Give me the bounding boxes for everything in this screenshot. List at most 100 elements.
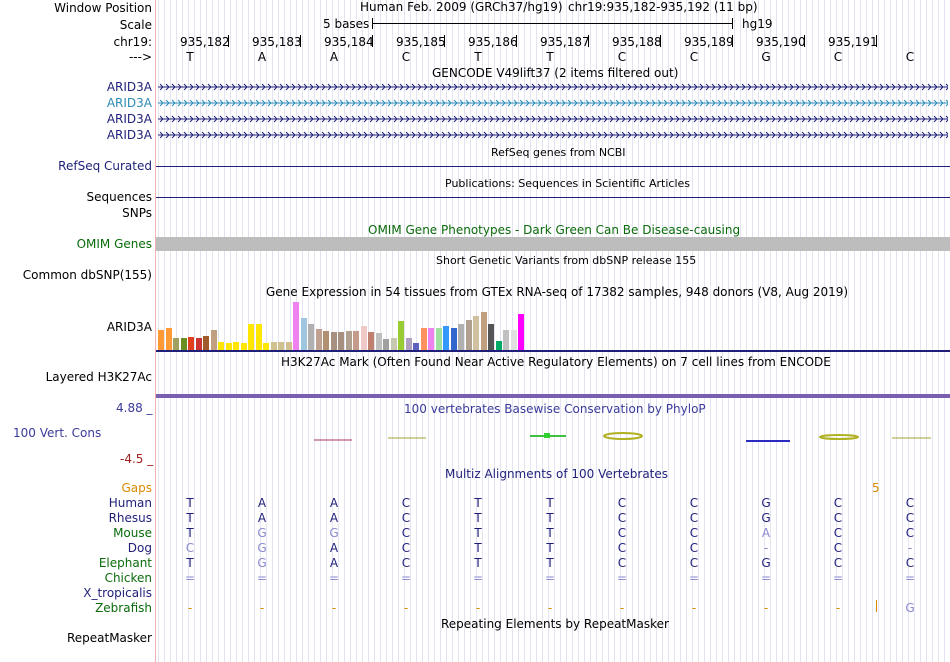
alignment-base: =: [184, 571, 196, 585]
gtex-tissue-bar[interactable]: [285, 342, 292, 350]
coordinate-tick: [804, 35, 805, 47]
gtex-tissue-bar[interactable]: [443, 326, 449, 350]
gtex-tissue-bar[interactable]: [390, 338, 397, 350]
gtex-tissue-bar[interactable]: [420, 328, 427, 350]
alignment-base: A: [329, 496, 339, 510]
gtex-tissue-bar[interactable]: [315, 329, 322, 350]
gtex-tissue-bar[interactable]: [405, 338, 412, 350]
species-label-elephant[interactable]: Elephant: [98, 556, 152, 570]
grid-line: [200, 0, 201, 662]
h3k27ac-label[interactable]: Layered H3K27Ac: [45, 370, 152, 384]
gtex-tissue-bar[interactable]: [495, 341, 502, 350]
alignment-base: C: [905, 526, 915, 540]
species-label-chicken[interactable]: Chicken: [104, 571, 152, 585]
grid-line: [716, 0, 717, 662]
gtex-tissue-bar[interactable]: [480, 312, 487, 350]
gtex-label[interactable]: ARID3A: [106, 320, 152, 334]
gtex-tissue-bar[interactable]: [195, 338, 202, 350]
alignment-base: G: [257, 541, 267, 555]
gtex-tissue-bar[interactable]: [203, 336, 209, 350]
gtex-bar-chart[interactable]: [156, 300, 950, 350]
gencode-item-4[interactable]: ARID3A: [106, 128, 152, 142]
conservation-label[interactable]: 100 Vert. Cons: [13, 426, 102, 440]
base-letter: T: [546, 50, 554, 64]
species-label-zebrafish[interactable]: Zebrafish: [95, 601, 152, 615]
gtex-tissue-bar[interactable]: [158, 330, 164, 350]
gtex-tissue-bar[interactable]: [473, 316, 479, 350]
gtex-tissue-bar[interactable]: [173, 338, 179, 350]
gtex-tissue-bar[interactable]: [240, 343, 247, 350]
gtex-tissue-bar[interactable]: [233, 342, 239, 350]
gencode-feature-3[interactable]: [158, 115, 948, 123]
gtex-tissue-bar[interactable]: [368, 332, 374, 350]
gtex-tissue-bar[interactable]: [330, 332, 337, 350]
grid-line: [740, 0, 741, 662]
gtex-tissue-bar[interactable]: [338, 332, 344, 350]
species-label-x_tropicalis[interactable]: X_tropicalis: [83, 586, 152, 600]
gtex-tissue-bar[interactable]: [248, 324, 254, 350]
gtex-tissue-bar[interactable]: [435, 328, 442, 350]
gencode-feature-2[interactable]: [158, 99, 948, 107]
gtex-tissue-bar[interactable]: [270, 342, 277, 350]
conservation-plot[interactable]: [156, 400, 950, 464]
alignment-base: -: [907, 541, 913, 555]
gtex-tissue-bar[interactable]: [263, 343, 269, 350]
zebrafish-insertion[interactable]: [876, 600, 877, 612]
gtex-tissue-bar[interactable]: [465, 320, 472, 350]
gtex-tissue-bar[interactable]: [428, 328, 434, 350]
gtex-tissue-bar[interactable]: [458, 324, 464, 350]
grid-line: [536, 0, 537, 662]
gtex-tissue-bar[interactable]: [218, 342, 224, 350]
grid-line: [548, 0, 549, 662]
repeatmasker-label[interactable]: RepeatMasker: [66, 631, 152, 645]
species-label-mouse[interactable]: Mouse: [113, 526, 152, 540]
gtex-tissue-bar[interactable]: [383, 339, 389, 350]
snps-label[interactable]: SNPs: [122, 206, 152, 220]
gtex-tissue-bar[interactable]: [360, 326, 367, 350]
gencode-feature-4[interactable]: [158, 131, 948, 139]
gtex-tissue-bar[interactable]: [210, 330, 217, 350]
gtex-tissue-bar[interactable]: [413, 343, 419, 350]
alignment-base: C: [905, 511, 915, 525]
gtex-tissue-bar[interactable]: [375, 333, 382, 350]
gtex-tissue-bar[interactable]: [180, 338, 187, 350]
gtex-tissue-bar[interactable]: [188, 337, 194, 350]
gencode-item-1[interactable]: ARID3A: [106, 80, 152, 94]
gtex-tissue-bar[interactable]: [450, 328, 457, 350]
gtex-tissue-bar[interactable]: [308, 324, 314, 350]
gaps-label[interactable]: Gaps: [121, 481, 152, 495]
gtex-tissue-bar[interactable]: [323, 331, 329, 350]
grid-line: [626, 0, 627, 662]
alignment-base: C: [833, 541, 843, 555]
gap-count[interactable]: 5: [872, 481, 880, 495]
gencode-item-2[interactable]: ARID3A: [106, 96, 152, 110]
omim-label[interactable]: OMIM Genes: [76, 237, 152, 251]
omim-feature[interactable]: [156, 237, 950, 251]
gencode-item-3[interactable]: ARID3A: [106, 112, 152, 126]
alignment-base: C: [617, 541, 627, 555]
gtex-tissue-bar[interactable]: [488, 324, 494, 350]
gencode-feature-1[interactable]: [158, 83, 948, 91]
sequences-label[interactable]: Sequences: [86, 190, 152, 204]
gtex-tissue-bar[interactable]: [518, 314, 524, 350]
species-label-rhesus[interactable]: Rhesus: [108, 511, 152, 525]
species-label-dog[interactable]: Dog: [127, 541, 152, 555]
refseq-label[interactable]: RefSeq Curated: [58, 159, 152, 173]
gtex-tissue-bar[interactable]: [278, 342, 284, 350]
species-label-human[interactable]: Human: [108, 496, 152, 510]
gtex-tissue-bar[interactable]: [225, 343, 232, 350]
gtex-tissue-bar[interactable]: [510, 330, 517, 350]
coordinate-tick-label: 935,186: [468, 35, 518, 49]
gtex-tissue-bar[interactable]: [345, 331, 352, 350]
h3k27ac-signal[interactable]: [156, 394, 950, 398]
gtex-tissue-bar[interactable]: [165, 328, 172, 350]
gtex-tissue-bar[interactable]: [300, 318, 307, 350]
gtex-tissue-bar[interactable]: [503, 330, 509, 350]
gtex-tissue-bar[interactable]: [255, 324, 262, 350]
grid-line: [176, 0, 177, 662]
dbsnp-label[interactable]: Common dbSNP(155): [22, 268, 152, 282]
gtex-tissue-bar[interactable]: [398, 321, 404, 350]
grid-line: [686, 0, 687, 662]
gtex-tissue-bar[interactable]: [293, 302, 299, 350]
gtex-tissue-bar[interactable]: [353, 331, 359, 350]
